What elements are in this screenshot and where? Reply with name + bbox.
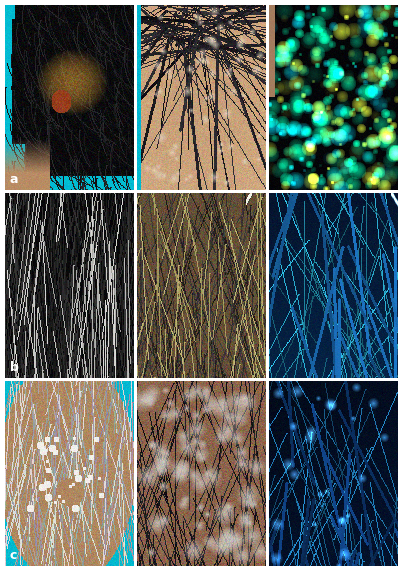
Text: b: b [10, 361, 19, 374]
Text: a: a [10, 173, 19, 186]
Text: c: c [10, 549, 17, 562]
